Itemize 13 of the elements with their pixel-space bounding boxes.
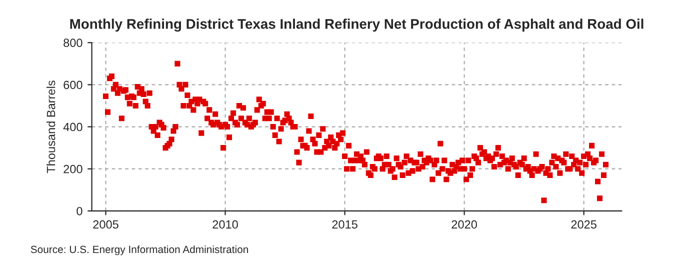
- x-tick-label: 2015: [332, 220, 358, 229]
- x-tick-label: 2005: [93, 220, 118, 229]
- source-note: Source: U.S. Energy Information Administration: [30, 245, 248, 256]
- x-tick-label: 2020: [452, 220, 477, 229]
- y-tick-label: 800: [64, 38, 82, 48]
- y-tick-label: 200: [64, 164, 82, 174]
- y-tick-label: 400: [63, 122, 82, 132]
- x-tick-label: 2010: [212, 220, 238, 229]
- y-tick-label: 0: [76, 206, 82, 216]
- y-tick-label: 600: [64, 80, 82, 90]
- chart-title: Monthly Refining District Texas Inland Refinery Net Production of Asphalt and Road Oil: [70, 18, 644, 32]
- y-axis-title: Thousand Barrels: [46, 80, 56, 174]
- x-tick-label: 2025: [571, 220, 596, 229]
